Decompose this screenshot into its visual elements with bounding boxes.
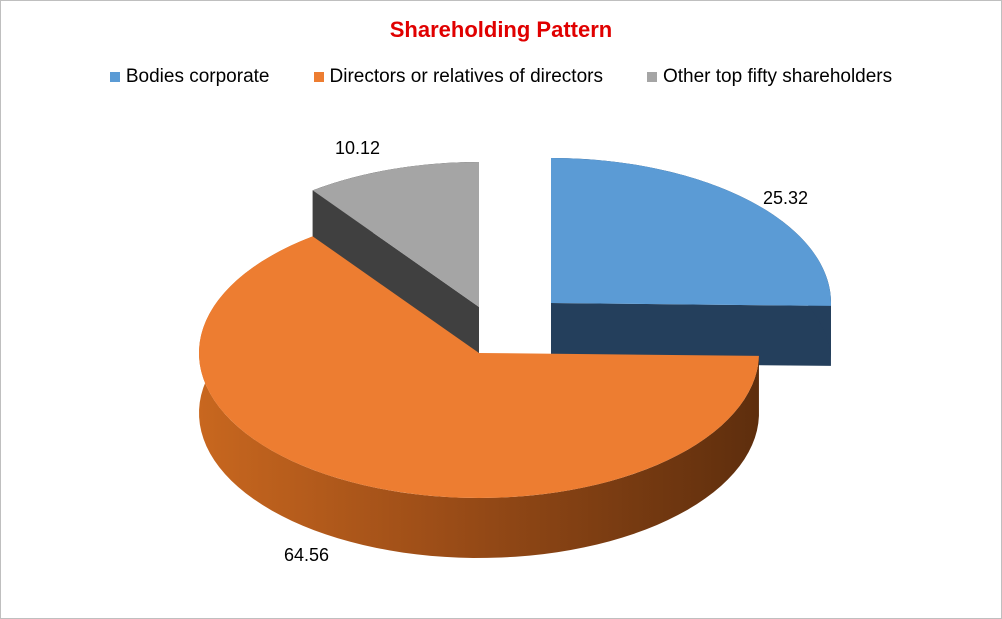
pie-wall-bodies-corporate-end — [551, 303, 831, 366]
data-label-other-top-fifty: 10.12 — [335, 138, 380, 158]
data-label-directors: 64.56 — [284, 545, 329, 565]
legend-label: Bodies corporate — [125, 66, 270, 87]
pie-slice-other-top-fifty — [312, 162, 479, 307]
legend-label: Directors or relatives of directors — [329, 66, 603, 87]
pie-slices — [199, 158, 832, 558]
legend-swatch — [313, 72, 324, 82]
chart-legend: Bodies corporate Directors or relatives … — [1, 66, 1001, 88]
legend-item-directors: Directors or relatives of directors — [313, 66, 603, 88]
legend-item-bodies-corporate: Bodies corporate — [109, 66, 270, 88]
legend-swatch — [646, 72, 657, 82]
data-label-bodies-corporate: 25.32 — [763, 188, 808, 208]
legend-label: Other top fifty shareholders — [662, 66, 893, 87]
pie-slice-directors — [199, 236, 759, 498]
pie-slice-bodies-corporate — [551, 158, 832, 306]
legend-swatch — [109, 72, 120, 82]
chart-title: Shareholding Pattern — [389, 17, 613, 42]
legend-item-other-top-fifty: Other top fifty shareholders — [646, 66, 893, 88]
